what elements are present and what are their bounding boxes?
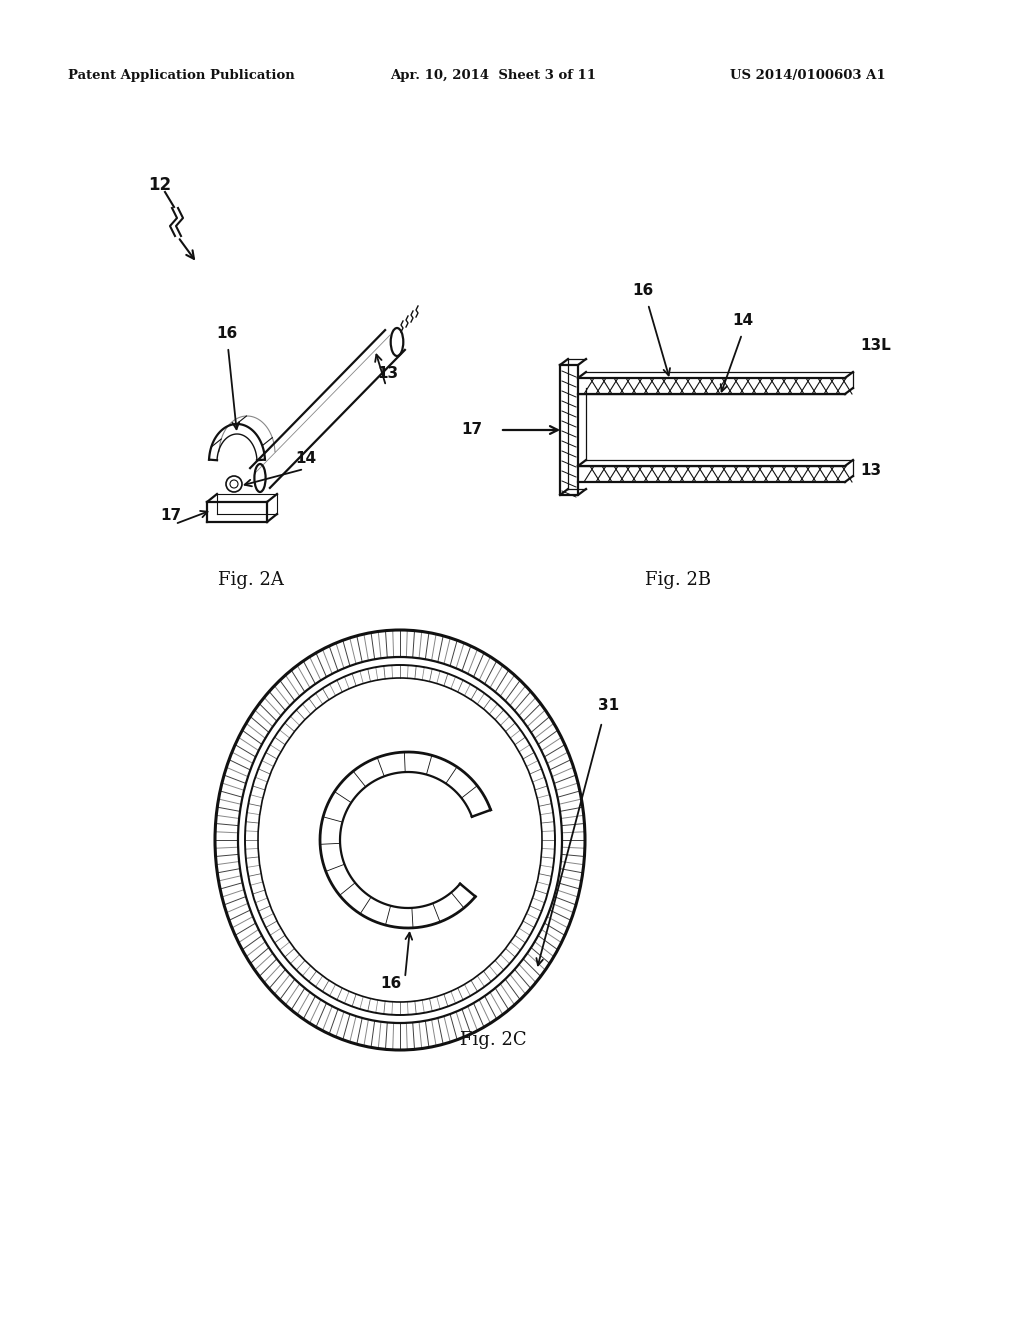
Text: 16: 16	[216, 326, 238, 341]
Text: 17: 17	[461, 422, 482, 437]
Text: 31: 31	[598, 698, 620, 713]
Text: Fig. 2C: Fig. 2C	[460, 1031, 526, 1049]
Text: US 2014/0100603 A1: US 2014/0100603 A1	[730, 69, 886, 82]
Text: 12: 12	[148, 176, 171, 194]
Text: 14: 14	[295, 451, 316, 466]
Text: 13: 13	[860, 463, 881, 478]
Text: 13: 13	[377, 366, 398, 381]
Text: 13L: 13L	[860, 338, 891, 352]
Text: Apr. 10, 2014  Sheet 3 of 11: Apr. 10, 2014 Sheet 3 of 11	[390, 69, 596, 82]
Text: 16: 16	[380, 975, 401, 991]
Text: Fig. 2B: Fig. 2B	[645, 572, 711, 589]
Text: 14: 14	[732, 313, 753, 327]
Text: Patent Application Publication: Patent Application Publication	[68, 69, 295, 82]
Text: 16: 16	[632, 282, 653, 298]
Text: Fig. 2A: Fig. 2A	[218, 572, 284, 589]
Text: 17: 17	[160, 508, 181, 523]
